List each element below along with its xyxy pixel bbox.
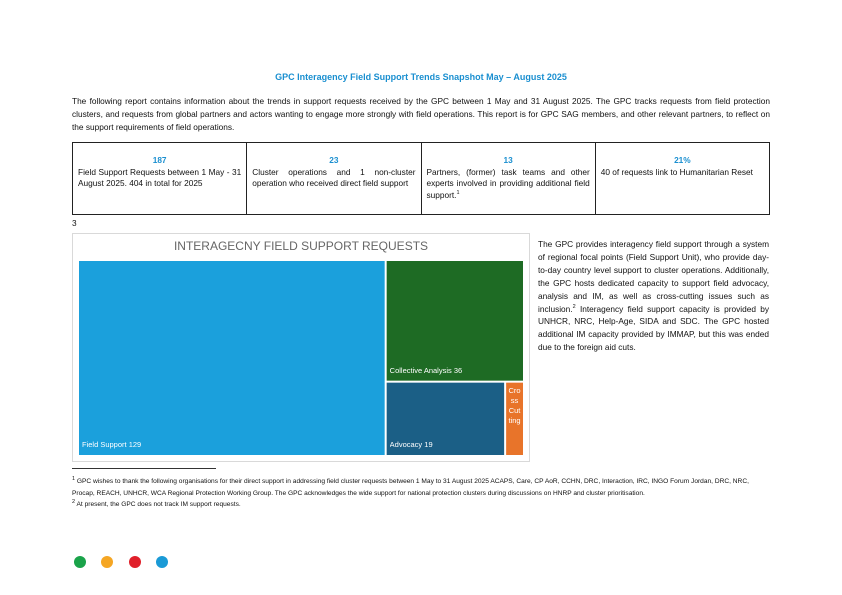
footnote: 2 At present, the GPC does not track IM … [72,499,770,511]
footnote-marker: 1 [72,475,76,482]
cell-label-box: Field Support 129 [82,440,382,450]
footnote-text: At present, the GPC does not track IM su… [76,501,241,509]
decor-dot [101,556,113,568]
cell-value: 36 [453,365,463,375]
cell-value: 129 [128,440,142,449]
cell-label-box: Collective Analysis 36 [390,366,520,376]
footnotes: 1 GPC wishes to thank the following orga… [72,476,770,511]
footnote-ref: 1 [456,189,460,196]
cell-label: Collective Analysis 36 [390,366,520,376]
cell-label: Field Support 129 [82,440,382,450]
footnote-text: GPC wishes to thank the following organi… [72,478,749,497]
decor-dot [129,556,141,568]
cell-category: Advocacy [389,440,423,449]
treemap-cell [386,382,505,455]
treemap-cell [79,261,385,455]
treemap-chart: INTERAGECNY FIELD SUPPORT REQUESTS Field… [72,233,530,462]
cell-category: Collective Analysis [389,365,452,375]
stat-figure: 13 [503,155,513,165]
stats-table: 187 Field Support Requests between 1 May … [71,142,771,215]
report-title: GPC Interagency Field Support Trends Sna… [275,72,567,82]
stat-cell: 187 Field Support Requests between 1 May … [71,142,248,215]
side-text-part: The GPC provides interagency field suppo… [538,239,769,314]
footnote-ref: 2 [572,303,576,310]
cell-label-box: Cross Cutting [508,386,521,426]
side-text-part: Interagency field support capacity is pr… [538,303,769,353]
cell-label: Advocacy 19 [390,440,501,450]
stat-text: Partners, (former) task teams and other … [426,166,590,200]
cell-label-box: Advocacy 19 [390,440,501,450]
treemap-cell [506,382,523,455]
decor-dot [74,556,86,568]
stat-figure: 187 [152,155,167,165]
stat-figure: 23 [329,155,339,165]
footnote: 1 GPC wishes to thank the following orga… [72,476,770,499]
chart-title: INTERAGECNY FIELD SUPPORT REQUESTS [174,239,428,253]
cell-category: Cross Cutting [508,385,521,425]
stat-text: 40 of requests link to Humanitarian Rese… [600,166,753,177]
treemap-cell [386,261,523,381]
stat-cell: 21% 40 of requests link to Humanitarian R… [594,142,771,215]
page-number: 3 [72,218,77,228]
side-text: The GPC provides interagency field suppo… [538,238,769,354]
cell-label: Cross Cutting [508,386,521,426]
stat-text: Cluster operations and 1 non-cluster ope… [252,166,416,189]
decor-dot [156,556,168,568]
footnote-rule [72,468,216,469]
footnote-marker: 2 [72,499,76,505]
intro-text: The following report contains informatio… [72,96,770,132]
cell-category: Field Support [82,440,127,449]
stat-figure: 21% [674,155,691,165]
cell-value: 19 [424,440,433,449]
stat-cell: 13 Partners, (former) task teams and othe… [420,142,596,215]
stat-text: Field Support Requests between 1 May - 3… [78,166,242,189]
stat-cell: 23 Cluster operations and 1 non-cluster o… [246,142,422,215]
